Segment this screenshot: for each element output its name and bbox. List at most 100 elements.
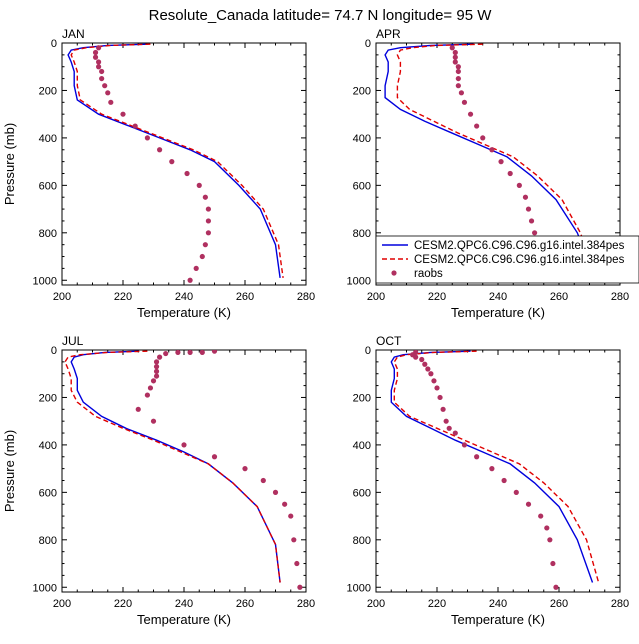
raobs-point (525, 501, 532, 507)
raobs-point (425, 366, 431, 372)
x-tick-label: 240 (489, 291, 507, 303)
raobs-point (153, 368, 160, 374)
raobs-point (489, 466, 495, 472)
y-tick-label: 800 (39, 535, 57, 547)
y-tick-label: 600 (39, 180, 57, 192)
raobs-point (132, 123, 138, 129)
panel-jul: 200 220 240 260 280 0 200 400 600 800 1000 Temperat… (2, 334, 315, 627)
raobs-point (153, 364, 160, 370)
panel-label: JAN (62, 27, 85, 41)
y-tick-label: 600 (353, 487, 371, 499)
x-tick-label: 280 (611, 598, 629, 610)
raobs-point (187, 277, 193, 283)
raobs-point (452, 54, 458, 60)
x-tick-label: 280 (297, 598, 315, 610)
raobs-point (199, 253, 205, 260)
raobs-point (474, 454, 480, 460)
raobs-point (461, 99, 468, 105)
raobs-point (211, 454, 218, 460)
panel-apr: 200 220 240 260 280 0 200 400 600 800 1000 Temperat… (347, 27, 639, 320)
raobs-point (507, 170, 513, 177)
panel-jan: 200 220 240 260 280 0 200 400 600 800 1000 Temperat… (2, 27, 315, 320)
series-group (64, 350, 303, 590)
x-tick-label: 220 (428, 291, 446, 303)
raobs-point (205, 230, 211, 236)
model-line-solid (384, 43, 595, 276)
raobs-point (550, 560, 556, 567)
raobs-point (205, 218, 211, 224)
y-tick-label: 200 (353, 85, 371, 97)
raobs-point (175, 350, 181, 355)
x-tick-label: 220 (114, 291, 132, 303)
raobs-point (99, 68, 105, 75)
legend: CESM2.QPC6.C96.C96.g16.intel.384pes CESM2… (375, 235, 639, 284)
raobs-point (422, 361, 428, 367)
legend-label: CESM2.QPC6.C96.C96.g16.intel.384pes (414, 240, 625, 252)
x-tick-label: 200 (53, 598, 71, 610)
raobs-point (440, 406, 446, 412)
x-tick-label: 280 (297, 291, 315, 303)
raobs-point (157, 147, 163, 153)
raobs-point (528, 218, 535, 224)
plot-frame (61, 42, 307, 286)
raobs-point (474, 123, 480, 129)
raobs-point (467, 111, 474, 117)
raobs-point (513, 489, 519, 495)
raobs-point (120, 111, 126, 117)
raobs-point (455, 64, 461, 70)
raobs-point (525, 206, 532, 212)
model-line-dashed (393, 350, 600, 583)
y-tick-label: 400 (353, 133, 371, 145)
figure-title: Resolute_Canada latitude= 74.7 N longitu… (149, 7, 493, 24)
y-tick-label: 0 (365, 38, 371, 50)
x-tick-label: 240 (175, 291, 193, 303)
y-tick-label: 0 (51, 38, 57, 50)
raobs-point (458, 90, 464, 96)
y-tick-label: 1000 (33, 582, 57, 594)
y-tick-label: 200 (39, 85, 57, 97)
y-tick-label: 200 (39, 392, 57, 404)
raobs-point (96, 45, 102, 51)
raobs-point (187, 350, 193, 355)
raobs-point (452, 59, 458, 65)
raobs-point (99, 75, 105, 82)
raobs-point (532, 230, 538, 236)
series-group (67, 43, 284, 283)
raobs-point (294, 560, 300, 567)
x-tick-label: 240 (175, 598, 193, 610)
raobs-point (449, 45, 455, 51)
raobs-point (102, 83, 108, 89)
x-tick-label: 260 (550, 598, 568, 610)
y-tick-label: 800 (353, 228, 371, 240)
x-axis-label: Temperature (K) (137, 305, 231, 320)
raobs-point (461, 442, 468, 448)
raobs-point (205, 206, 211, 212)
raobs-point (446, 425, 452, 431)
model-line-dashed (70, 43, 284, 278)
raobs-point (452, 49, 458, 56)
legend-label: raobs (414, 268, 443, 280)
raobs-point (413, 354, 419, 360)
y-tick-label: 400 (353, 440, 371, 452)
raobs-point (96, 59, 102, 65)
raobs-point (184, 170, 190, 177)
model-line-solid (67, 43, 281, 278)
raobs-point (455, 68, 461, 75)
raobs-point (501, 477, 507, 484)
y-tick-label: 800 (353, 535, 371, 547)
y-tick-label: 1000 (33, 275, 57, 287)
raobs-point (157, 354, 163, 360)
legend-marker (391, 270, 397, 276)
panel-label: APR (376, 27, 401, 41)
raobs-point (538, 513, 544, 519)
raobs-point (455, 75, 461, 82)
raobs-point (516, 182, 522, 188)
raobs-point (181, 442, 187, 448)
raobs-point (455, 83, 461, 89)
raobs-point (193, 265, 199, 271)
raobs-point (544, 525, 550, 531)
y-tick-label: 600 (39, 487, 57, 499)
x-tick-label: 200 (367, 598, 385, 610)
